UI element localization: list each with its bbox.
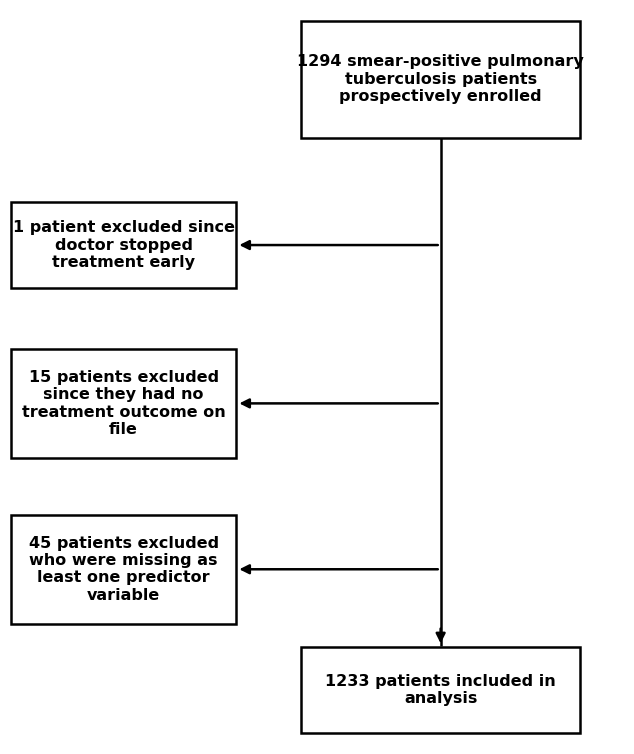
Text: 1233 patients included in
analysis: 1233 patients included in analysis: [325, 674, 556, 706]
FancyBboxPatch shape: [11, 514, 236, 624]
FancyBboxPatch shape: [11, 201, 236, 288]
FancyBboxPatch shape: [301, 646, 580, 733]
Text: 1 patient excluded since
doctor stopped
treatment early: 1 patient excluded since doctor stopped …: [13, 220, 235, 270]
FancyBboxPatch shape: [11, 348, 236, 458]
Text: 15 patients excluded
since they had no
treatment outcome on
file: 15 patients excluded since they had no t…: [22, 369, 226, 437]
Text: 1294 smear-positive pulmonary
tuberculosis patients
prospectively enrolled: 1294 smear-positive pulmonary tuberculos…: [297, 54, 584, 104]
Text: 45 patients excluded
who were missing as
least one predictor
variable: 45 patients excluded who were missing as…: [29, 535, 219, 603]
FancyBboxPatch shape: [301, 21, 580, 138]
